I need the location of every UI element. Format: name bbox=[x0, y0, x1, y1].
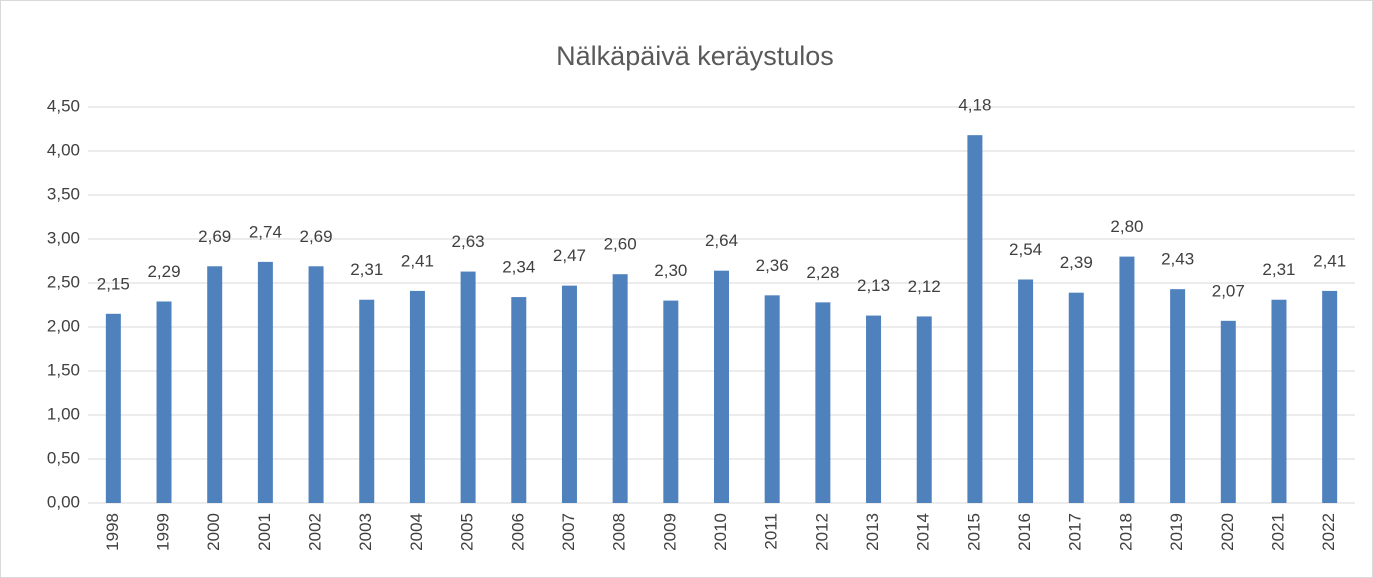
value-label: 2,30 bbox=[654, 261, 687, 280]
value-label: 2,07 bbox=[1212, 281, 1245, 300]
bar bbox=[764, 295, 780, 503]
bar bbox=[207, 266, 223, 503]
bar bbox=[359, 299, 375, 503]
bar bbox=[460, 271, 476, 503]
bar bbox=[257, 261, 273, 503]
x-tick-label: 2007 bbox=[559, 513, 578, 551]
x-tick-label: 2006 bbox=[508, 513, 527, 551]
bar bbox=[916, 316, 932, 503]
x-tick-label: 2000 bbox=[204, 513, 223, 551]
bar bbox=[967, 135, 983, 503]
value-label: 2,34 bbox=[502, 258, 535, 277]
x-tick-label: 2021 bbox=[1268, 513, 1287, 551]
bar bbox=[1170, 289, 1186, 503]
x-tick-label: 1998 bbox=[103, 513, 122, 551]
value-label: 2,64 bbox=[705, 231, 738, 250]
x-tick-label: 2017 bbox=[1066, 513, 1085, 551]
bar bbox=[714, 270, 729, 503]
x-tick-label: 2020 bbox=[1218, 513, 1237, 551]
bar bbox=[308, 266, 324, 503]
y-tick-label: 1,00 bbox=[47, 404, 80, 423]
y-tick-label: 3,50 bbox=[47, 184, 80, 203]
x-tick-label: 2001 bbox=[255, 513, 274, 551]
value-label: 2,31 bbox=[350, 260, 383, 279]
value-label: 2,80 bbox=[1110, 217, 1143, 236]
bar bbox=[1068, 292, 1084, 503]
value-label: 2,69 bbox=[198, 227, 231, 246]
value-label: 2,63 bbox=[452, 232, 485, 251]
bar bbox=[561, 285, 577, 503]
x-tick-label: 2008 bbox=[610, 513, 629, 551]
value-label: 2,60 bbox=[604, 235, 637, 254]
x-tick-label: 2016 bbox=[1015, 513, 1034, 551]
value-label: 2,41 bbox=[1313, 251, 1346, 270]
value-label: 2,13 bbox=[857, 276, 890, 295]
bar bbox=[663, 300, 679, 503]
x-tick-label: 2015 bbox=[964, 513, 983, 551]
y-tick-label: 1,50 bbox=[47, 360, 80, 379]
x-tick-label: 2019 bbox=[1167, 513, 1186, 551]
bar bbox=[511, 297, 527, 503]
y-tick-label: 4,50 bbox=[47, 96, 80, 115]
y-tick-label: 0,00 bbox=[47, 492, 80, 511]
x-tick-label: 2009 bbox=[660, 513, 679, 551]
y-tick-label: 0,50 bbox=[47, 448, 80, 467]
value-label: 2,54 bbox=[1009, 240, 1042, 259]
x-tick-label: 2003 bbox=[356, 513, 375, 551]
value-label: 2,69 bbox=[300, 227, 333, 246]
y-tick-label: 3,00 bbox=[47, 228, 80, 247]
bar bbox=[1220, 320, 1236, 503]
value-label: 2,12 bbox=[908, 277, 941, 296]
chart-title: Nälkäpäivä keräystulos bbox=[556, 41, 834, 71]
bar bbox=[105, 313, 121, 503]
x-tick-label: 2012 bbox=[812, 513, 831, 551]
bar bbox=[1322, 290, 1338, 503]
bar bbox=[815, 302, 831, 503]
x-tick-label: 2011 bbox=[762, 513, 781, 550]
x-tick-label: 2022 bbox=[1319, 513, 1338, 551]
value-label: 2,47 bbox=[553, 246, 586, 265]
x-tick-label: 2004 bbox=[407, 513, 426, 551]
bar bbox=[866, 315, 882, 503]
bar bbox=[156, 301, 172, 503]
value-label: 2,74 bbox=[249, 222, 282, 241]
value-label: 2,36 bbox=[756, 256, 789, 275]
x-tick-label: 1999 bbox=[154, 513, 173, 551]
value-label: 2,43 bbox=[1161, 250, 1194, 269]
bar bbox=[409, 290, 425, 503]
x-tick-label: 2005 bbox=[458, 513, 477, 551]
x-tick-label: 2013 bbox=[863, 513, 882, 551]
bar bbox=[1271, 299, 1287, 503]
value-label: 4,18 bbox=[958, 96, 991, 115]
value-label: 2,28 bbox=[806, 263, 839, 282]
bar bbox=[1018, 279, 1034, 503]
value-label: 2,29 bbox=[147, 262, 180, 281]
y-tick-label: 2,00 bbox=[47, 316, 80, 335]
y-tick-label: 4,00 bbox=[47, 140, 80, 159]
value-label: 2,15 bbox=[97, 274, 130, 293]
x-tick-label: 2018 bbox=[1116, 513, 1135, 551]
value-label: 2,31 bbox=[1262, 260, 1295, 279]
value-label: 2,39 bbox=[1060, 253, 1093, 272]
value-label: 2,41 bbox=[401, 251, 434, 270]
bar bbox=[1119, 256, 1135, 503]
x-tick-label: 2002 bbox=[306, 513, 325, 551]
y-tick-label: 2,50 bbox=[47, 272, 80, 291]
bar bbox=[612, 274, 628, 503]
x-tick-label: 2010 bbox=[711, 513, 730, 551]
x-tick-label: 2014 bbox=[914, 513, 933, 551]
